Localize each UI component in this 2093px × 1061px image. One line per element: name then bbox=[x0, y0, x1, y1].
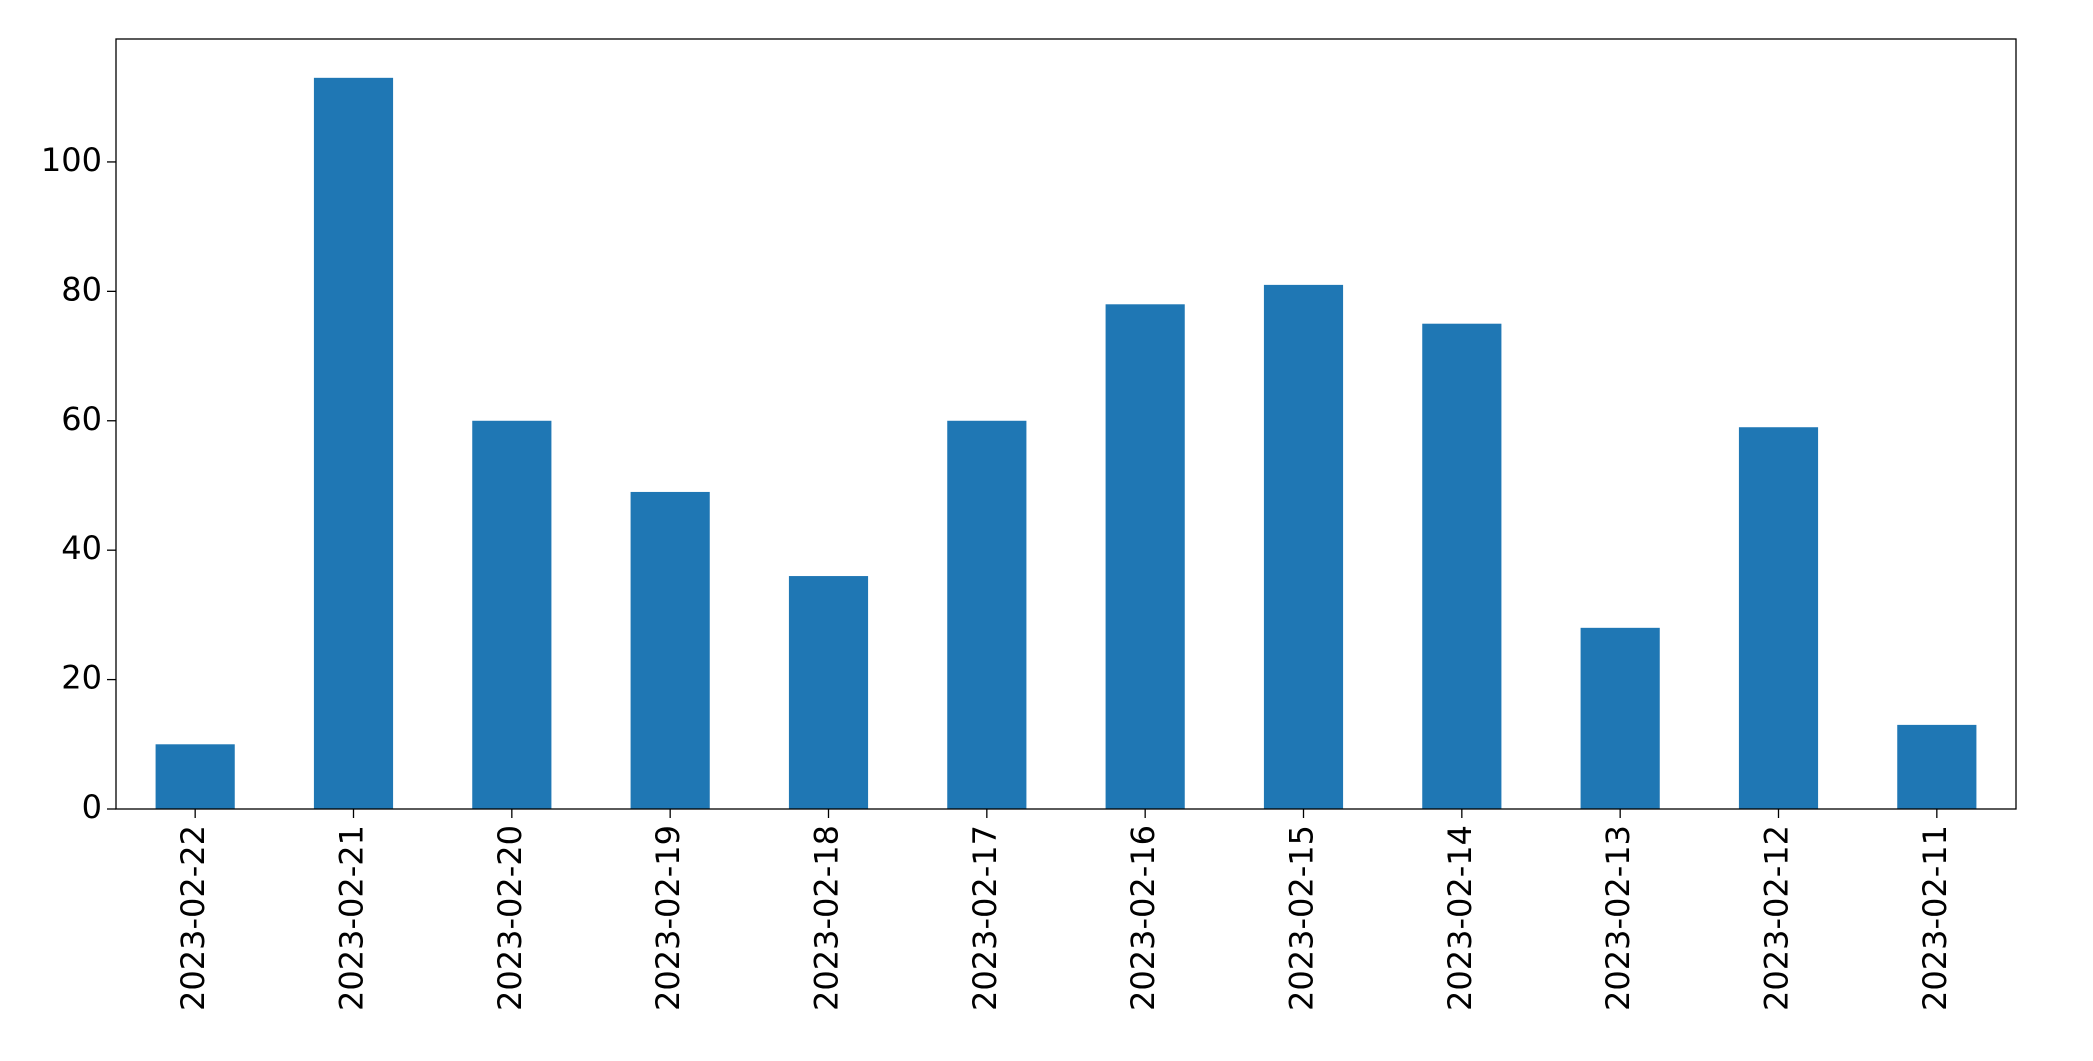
x-tick-label: 2023-02-22 bbox=[174, 825, 212, 1011]
bar bbox=[630, 491, 710, 809]
bar bbox=[1422, 323, 1502, 809]
y-tick-label: 100 bbox=[41, 141, 102, 179]
x-tick-label: 2023-02-11 bbox=[1916, 825, 1954, 1011]
y-tick-label: 40 bbox=[61, 529, 102, 567]
bar bbox=[1897, 724, 1977, 809]
bar bbox=[472, 420, 552, 809]
y-tick-label: 20 bbox=[61, 659, 102, 697]
x-tick-label: 2023-02-18 bbox=[808, 825, 846, 1011]
bar bbox=[1263, 284, 1344, 810]
y-tick-label: 80 bbox=[61, 270, 102, 308]
x-tick-label: 2023-02-21 bbox=[333, 825, 371, 1011]
x-tick-label: 2023-02-20 bbox=[491, 825, 529, 1011]
bar bbox=[947, 420, 1027, 809]
x-tick-label: 2023-02-14 bbox=[1441, 825, 1479, 1011]
plot-frame bbox=[115, 38, 2017, 810]
x-tick-label: 2023-02-17 bbox=[966, 825, 1004, 1011]
y-tick-label: 0 bbox=[82, 788, 102, 826]
bar bbox=[1580, 627, 1660, 809]
bar bbox=[155, 744, 235, 809]
x-tick-label: 2023-02-16 bbox=[1124, 825, 1162, 1011]
x-tick-label: 2023-02-15 bbox=[1283, 825, 1321, 1011]
x-tick-label: 2023-02-19 bbox=[649, 825, 687, 1011]
bar bbox=[1738, 427, 1819, 809]
y-tick-label: 60 bbox=[61, 400, 102, 438]
x-tick-label: 2023-02-12 bbox=[1758, 825, 1796, 1011]
bar bbox=[313, 77, 394, 809]
x-tick-label: 2023-02-13 bbox=[1599, 825, 1637, 1011]
bar bbox=[1105, 304, 1185, 809]
bar bbox=[788, 576, 869, 809]
